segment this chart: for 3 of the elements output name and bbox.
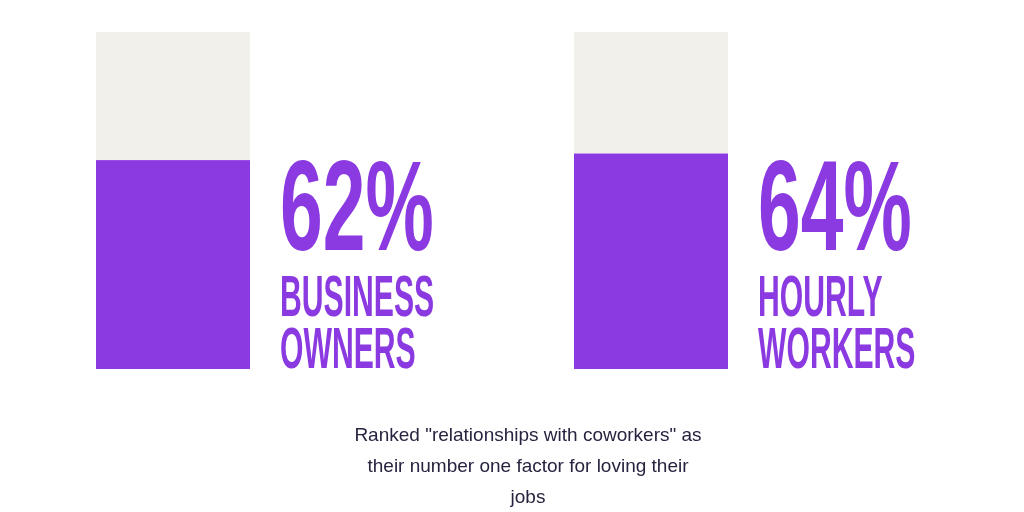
text: Ranked "relationships with coworkers" as their number one factor for loving their jobs bbox=[354, 424, 702, 507]
x-tick-label: HOURLY WORKERS bbox=[758, 263, 916, 381]
x-tick-label: BUSINESS OWNERS bbox=[280, 263, 435, 381]
